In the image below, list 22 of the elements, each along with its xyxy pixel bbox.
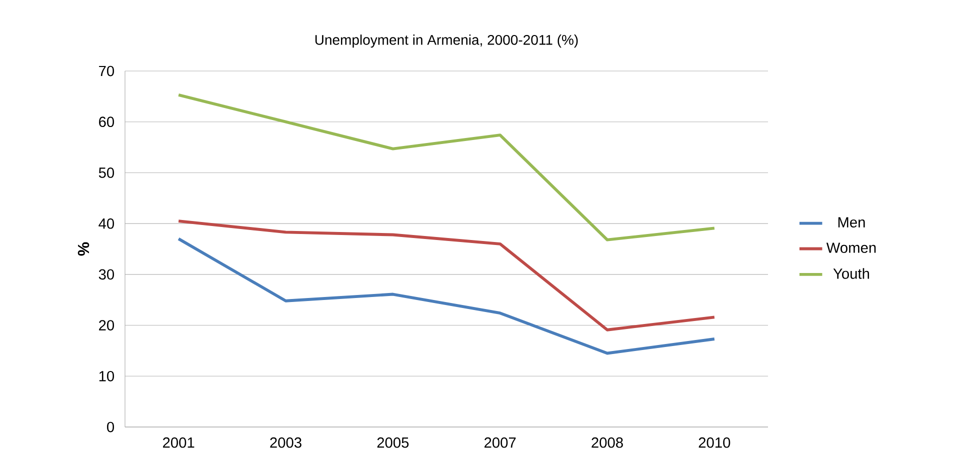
y-tick-label: 40	[98, 218, 114, 229]
x-tick-label: 2007	[484, 437, 516, 448]
legend-label: Men	[838, 217, 865, 228]
x-tick-label: 2003	[270, 437, 302, 448]
line-series	[177, 237, 716, 355]
legend-label: Women	[826, 242, 876, 253]
y-tick-label: 10	[99, 370, 114, 382]
y-tick-label: 70	[99, 66, 114, 76]
y-tick-label: 30	[98, 269, 114, 280]
y-tick-label: 50	[98, 168, 114, 178]
y-tick-label: 20	[99, 320, 114, 330]
x-tick-label: 2008	[592, 437, 623, 448]
y-tick-label: 60	[99, 116, 114, 128]
line-series	[177, 93, 716, 242]
y-tick-label: 0	[107, 422, 114, 432]
y-axis-title: %	[78, 242, 90, 256]
x-tick-label: 2001	[163, 437, 194, 448]
x-tick-label: 2005	[377, 437, 409, 448]
chart-title: Unemployment in Armenia, 2000-2011 (%)	[315, 34, 578, 48]
legend-label: Youth	[833, 268, 870, 279]
x-tick-label: 2010	[698, 437, 730, 448]
line-series	[177, 220, 716, 332]
